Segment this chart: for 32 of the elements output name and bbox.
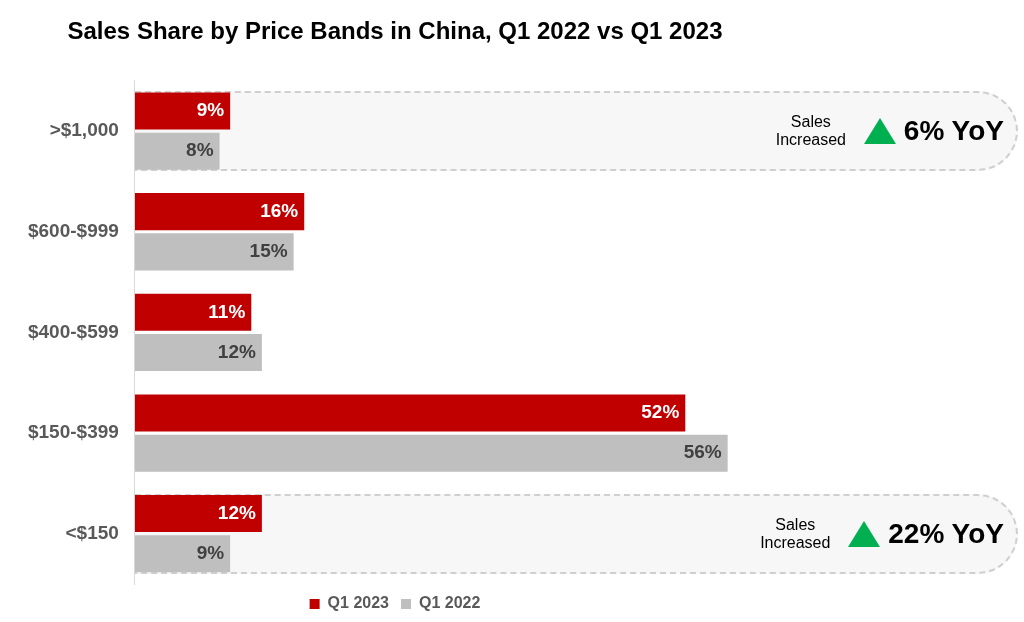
- legend-label: Q1 2023: [327, 594, 390, 612]
- bar: [134, 193, 305, 231]
- data-label: 16%: [260, 199, 299, 221]
- data-label: 56%: [683, 441, 722, 463]
- text: Sales Increased: [774, 113, 847, 150]
- text: 6% YoY: [903, 115, 1004, 148]
- bar: [134, 132, 220, 170]
- data-label: 11%: [208, 300, 246, 322]
- bar: [134, 233, 294, 271]
- y-tick-label: >$1,000: [49, 119, 119, 141]
- data-label: 9%: [196, 99, 225, 121]
- data-label: 9%: [196, 542, 225, 564]
- data-label: 15%: [249, 240, 288, 262]
- data-label: 52%: [641, 401, 680, 423]
- y-tick-label: <$150: [65, 521, 119, 543]
- data-label: 12%: [217, 340, 256, 362]
- bar: [134, 394, 686, 432]
- data-label: 12%: [217, 501, 256, 523]
- text: 22% YoY: [888, 517, 1004, 550]
- data-label: 8%: [186, 139, 214, 161]
- y-tick-label: $150-$399: [27, 421, 119, 443]
- legend-label: Q1 2022: [419, 594, 481, 612]
- bar: [134, 92, 231, 130]
- y-tick-label: $600-$999: [27, 219, 119, 241]
- text: Sales Increased: [759, 515, 832, 552]
- bar: [134, 535, 231, 573]
- y-tick-label: $400-$599: [27, 320, 119, 342]
- chart-title: Sales Share by Price Bands in China, Q1 2022 vs Q1 2023: [67, 17, 723, 45]
- bar: [134, 434, 728, 472]
- bar: [134, 293, 252, 331]
- bar: [134, 334, 262, 372]
- bar: [134, 495, 262, 533]
